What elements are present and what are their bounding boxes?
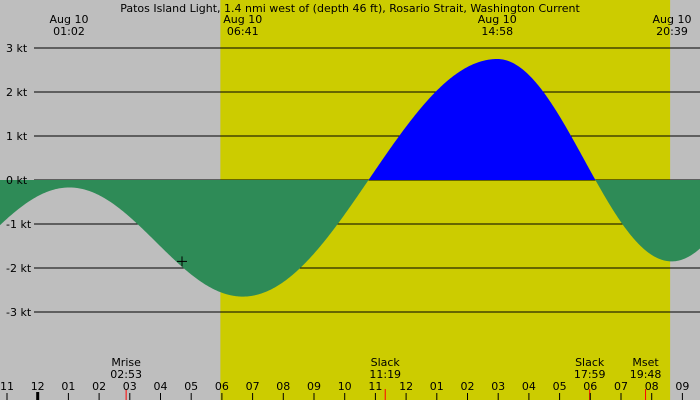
x-tick-label: 05 bbox=[184, 380, 198, 393]
y-tick-label: -1 kt bbox=[6, 218, 32, 231]
event-time: 19:48 bbox=[630, 368, 662, 381]
extrema-date-label: Aug 10 bbox=[653, 13, 692, 26]
x-tick-label: 04 bbox=[522, 380, 536, 393]
extrema-date-label: Aug 10 bbox=[478, 13, 517, 26]
y-tick-label: 1 kt bbox=[6, 130, 28, 143]
y-axis-labels: 3 kt 2 kt 1 kt 0 kt -1 kt -2 kt -3 kt bbox=[6, 42, 32, 319]
midnight-marker bbox=[36, 392, 40, 400]
x-tick-label: 05 bbox=[553, 380, 567, 393]
event-time: 17:59 bbox=[574, 368, 606, 381]
x-tick-label: 09 bbox=[307, 380, 321, 393]
chart-title: Patos Island Light, 1.4 nmi west of (dep… bbox=[120, 2, 580, 15]
x-tick-label: 03 bbox=[123, 380, 137, 393]
x-tick-label: 08 bbox=[276, 380, 290, 393]
x-tick-label: 11 bbox=[0, 380, 14, 393]
extrema-time-label: 06:41 bbox=[227, 25, 259, 38]
x-tick-label: 06 bbox=[583, 380, 597, 393]
x-tick-label: 09 bbox=[675, 380, 689, 393]
x-tick-label: 12 bbox=[31, 380, 45, 393]
event-label: Slack bbox=[371, 356, 401, 369]
event-time: 02:53 bbox=[110, 368, 142, 381]
current-time-marker bbox=[176, 256, 187, 267]
x-tick-label: 12 bbox=[399, 380, 413, 393]
x-tick-label: 01 bbox=[61, 380, 75, 393]
extrema-time-label: 01:02 bbox=[53, 25, 85, 38]
x-tick-label: 07 bbox=[246, 380, 260, 393]
x-tick-label: 04 bbox=[154, 380, 168, 393]
y-tick-label: -3 kt bbox=[6, 306, 32, 319]
event-label: Slack bbox=[575, 356, 605, 369]
y-tick-label: -2 kt bbox=[6, 262, 32, 275]
x-tick-label: 08 bbox=[645, 380, 659, 393]
x-tick-label: 02 bbox=[92, 380, 106, 393]
x-tick-label: 06 bbox=[215, 380, 229, 393]
y-tick-label: 3 kt bbox=[6, 42, 28, 55]
x-tick-label: 03 bbox=[491, 380, 505, 393]
event-time: 11:19 bbox=[369, 368, 401, 381]
x-tick-label: 01 bbox=[430, 380, 444, 393]
event-label: Mrise bbox=[111, 356, 141, 369]
extrema-date-label: Aug 10 bbox=[50, 13, 89, 26]
flood-current-area bbox=[0, 59, 700, 180]
ebb-current-area bbox=[0, 180, 700, 297]
y-tick-label: 0 kt bbox=[6, 174, 28, 187]
x-tick-label: 10 bbox=[338, 380, 352, 393]
x-tick-label: 07 bbox=[614, 380, 628, 393]
extrema-time-label: 14:58 bbox=[481, 25, 513, 38]
x-axis: 11 12 01 02 03 04 05 06 07 08 09 10 11 12 01 02 03 04 05 06… bbox=[0, 380, 689, 400]
y-tick-label: 2 kt bbox=[6, 86, 28, 99]
x-tick-label: 02 bbox=[461, 380, 475, 393]
x-tick-label: 11 bbox=[368, 380, 382, 393]
extrema-date-label: Aug 10 bbox=[223, 13, 262, 26]
extrema-time-label: 20:39 bbox=[656, 25, 688, 38]
event-label: Mset bbox=[632, 356, 659, 369]
